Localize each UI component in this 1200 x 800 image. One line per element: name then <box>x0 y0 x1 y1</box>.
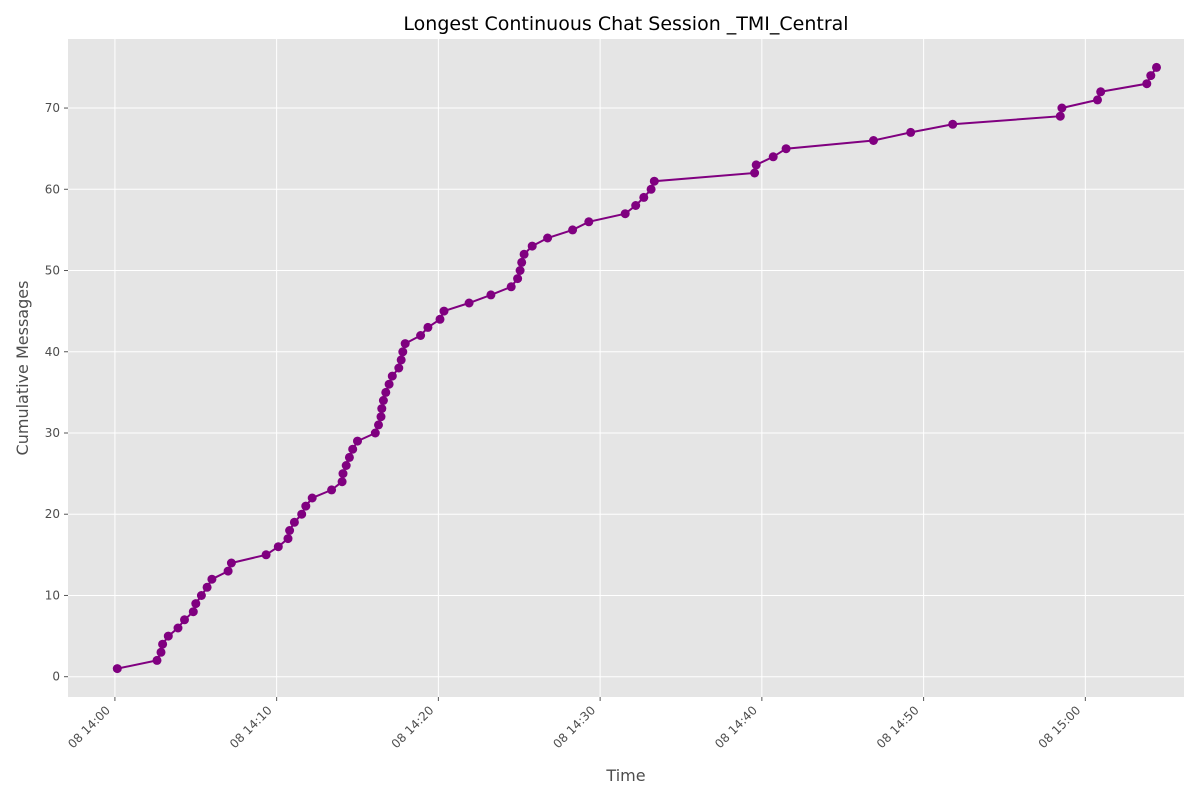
data-point <box>750 168 760 178</box>
data-point <box>348 444 358 454</box>
x-tick-label: 08 14:50 <box>874 703 922 751</box>
x-tick-label: 08 14:10 <box>227 703 275 751</box>
data-point <box>152 655 162 665</box>
data-point <box>156 647 166 657</box>
data-point <box>646 184 656 194</box>
data-point <box>223 566 233 576</box>
data-point <box>781 144 791 154</box>
data-point <box>226 558 236 568</box>
y-tick-label: 40 <box>45 345 60 359</box>
data-point <box>381 387 391 397</box>
data-point <box>751 160 761 170</box>
data-point <box>353 436 362 446</box>
data-point <box>649 176 659 186</box>
y-tick-label: 30 <box>45 426 60 440</box>
data-point <box>423 322 433 332</box>
x-tick-label: 08 14:30 <box>550 703 598 751</box>
data-point <box>1093 95 1102 105</box>
data-point <box>948 119 958 129</box>
data-point <box>631 201 641 210</box>
data-point <box>506 282 516 292</box>
data-point <box>584 217 594 227</box>
data-point <box>273 542 283 552</box>
y-tick-label: 60 <box>45 182 60 196</box>
data-point <box>869 136 878 145</box>
data-point <box>191 599 201 609</box>
x-tick-label: 08 15:00 <box>1036 703 1084 751</box>
data-point <box>307 493 317 503</box>
data-point <box>377 404 387 414</box>
data-point <box>207 574 217 584</box>
x-axis-ticks: 08 14:00 08 14:10 08 14:20 08 14:30 08 14:40… <box>65 697 1086 751</box>
x-tick-label: 08 14:40 <box>712 703 760 751</box>
y-tick-label: 10 <box>45 588 60 602</box>
data-point <box>394 363 404 373</box>
data-point <box>301 501 311 511</box>
data-point <box>384 379 394 389</box>
x-tick-label: 08 14:00 <box>65 703 113 751</box>
x-tick-label: 08 14:20 <box>389 703 437 751</box>
data-point <box>158 639 168 649</box>
data-point <box>289 517 299 527</box>
data-point <box>180 615 189 625</box>
data-point <box>202 582 212 592</box>
data-point <box>376 412 386 422</box>
series-layer <box>112 62 1161 674</box>
data-point <box>341 461 351 470</box>
data-point <box>396 355 406 365</box>
data-point <box>196 591 206 600</box>
data-point <box>163 631 173 641</box>
data-point <box>486 290 496 300</box>
data-point <box>387 371 397 381</box>
data-point <box>400 339 410 349</box>
data-point <box>1055 111 1065 121</box>
data-point <box>338 469 348 479</box>
data-point <box>188 607 198 617</box>
data-point <box>515 266 525 275</box>
data-point <box>112 664 122 674</box>
y-tick-label: 70 <box>45 101 60 115</box>
data-point <box>283 534 293 544</box>
data-point <box>568 225 578 235</box>
data-point <box>337 477 347 487</box>
data-point <box>1146 71 1156 81</box>
data-point <box>327 485 337 495</box>
data-point <box>768 152 778 162</box>
data-point <box>261 550 271 560</box>
data-point <box>517 257 527 267</box>
chart-title: Longest Continuous Chat Session _TMI_Cen… <box>403 13 848 35</box>
data-point <box>1142 79 1152 89</box>
data-point <box>620 209 630 219</box>
y-tick-label: 20 <box>45 507 60 521</box>
data-point <box>344 452 354 462</box>
data-point <box>416 331 426 340</box>
data-point <box>398 347 408 357</box>
data-point <box>439 306 449 316</box>
data-point <box>370 428 380 438</box>
data-point <box>464 298 474 308</box>
grid <box>68 39 1184 697</box>
plot-background <box>68 39 1184 697</box>
y-tick-label: 0 <box>52 670 60 684</box>
data-point <box>374 420 383 430</box>
data-point <box>906 127 916 137</box>
data-point <box>519 249 529 259</box>
data-point <box>543 233 553 243</box>
data-point <box>527 241 537 251</box>
data-point <box>1057 103 1067 113</box>
x-axis-label: Time <box>605 766 645 785</box>
data-point <box>513 274 523 284</box>
data-point <box>639 192 649 202</box>
y-tick-label: 50 <box>45 264 60 278</box>
data-point <box>378 396 388 405</box>
data-point <box>173 623 183 633</box>
data-point <box>1152 62 1161 72</box>
data-point <box>297 509 307 519</box>
data-point <box>1096 87 1106 97</box>
y-axis-ticks: 0 10 20 30 40 50 60 70 <box>45 101 68 684</box>
data-point <box>435 314 445 324</box>
data-point <box>285 526 295 535</box>
y-axis-label: Cumulative Messages <box>13 281 32 456</box>
